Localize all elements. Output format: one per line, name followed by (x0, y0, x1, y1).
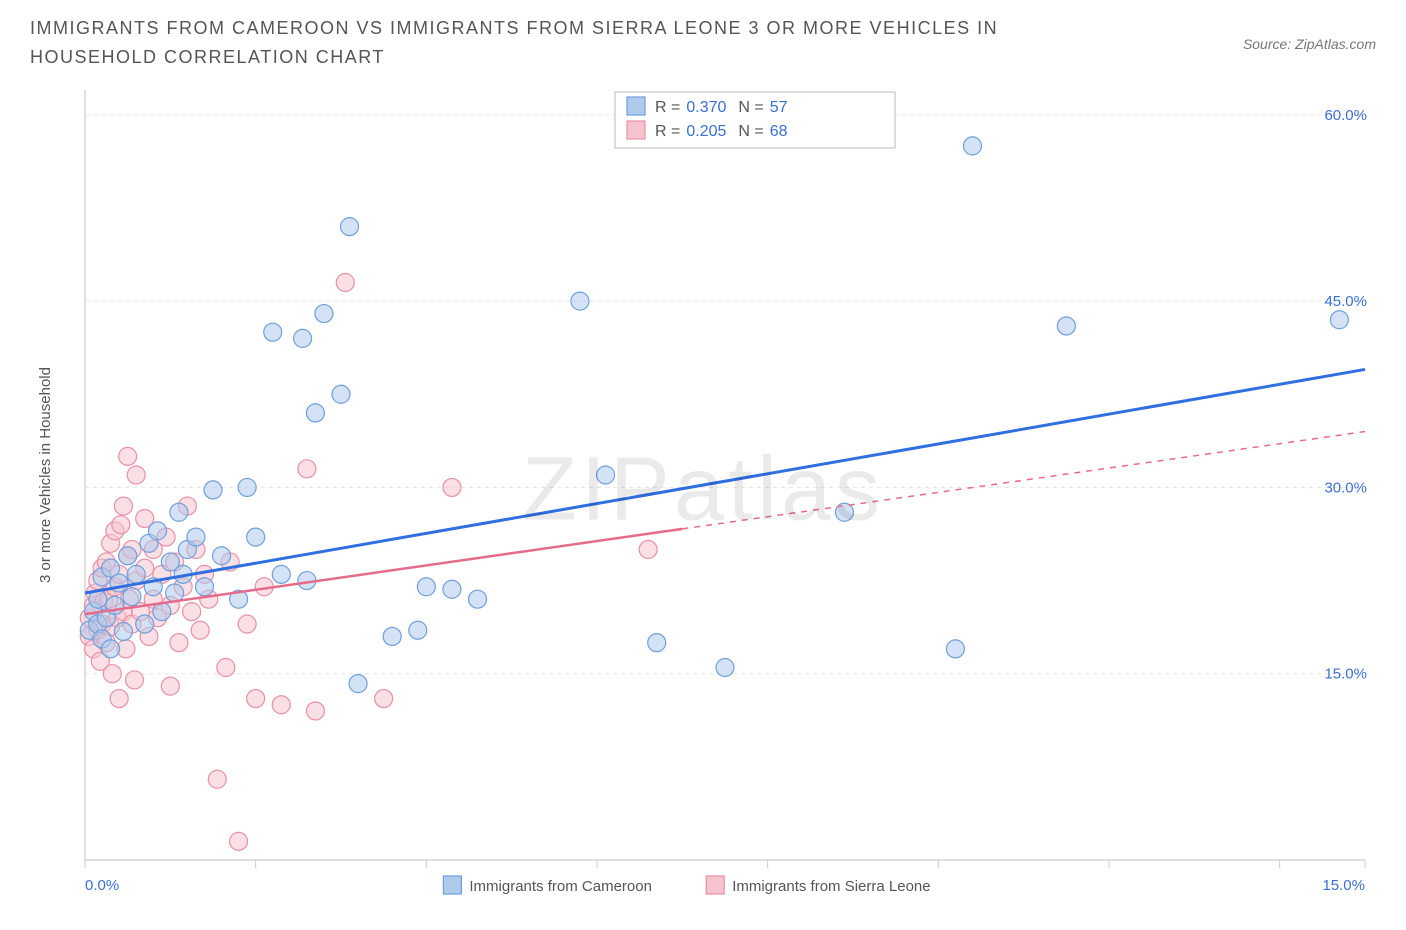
svg-text:0.0%: 0.0% (85, 877, 119, 894)
data-point-cameroon (383, 627, 401, 645)
data-point-sierra_leone (336, 273, 354, 291)
data-point-cameroon (417, 577, 435, 595)
data-point-sierra_leone (639, 540, 657, 558)
data-point-cameroon (1330, 310, 1348, 328)
data-point-cameroon (716, 658, 734, 676)
data-point-cameroon (571, 292, 589, 310)
source-attribution: Source: ZipAtlas.com (1243, 14, 1376, 52)
trend-cameroon (85, 369, 1365, 593)
data-point-cameroon (136, 615, 154, 633)
svg-text:57: 57 (770, 99, 788, 116)
data-point-sierra_leone (127, 466, 145, 484)
legend-label: Immigrants from Sierra Leone (732, 878, 930, 895)
data-point-cameroon (597, 466, 615, 484)
data-point-sierra_leone (110, 689, 128, 707)
data-point-cameroon (247, 528, 265, 546)
data-point-cameroon (315, 304, 333, 322)
data-point-sierra_leone (208, 770, 226, 788)
svg-text:15.0%: 15.0% (1324, 665, 1367, 682)
data-point-sierra_leone (114, 497, 132, 515)
data-point-sierra_leone (443, 478, 461, 496)
data-point-cameroon (187, 528, 205, 546)
legend-label: Immigrants from Cameroon (469, 878, 652, 895)
data-point-sierra_leone (306, 702, 324, 720)
data-point-cameroon (648, 633, 666, 651)
scatter-chart-svg: 15.0% 30.0% 45.0% 60.0% 0.0% 15.0% 3 or more V… (30, 80, 1376, 910)
svg-text:45.0%: 45.0% (1324, 293, 1367, 310)
svg-text:R =: R = (655, 123, 680, 140)
data-point-cameroon (409, 621, 427, 639)
data-point-sierra_leone (170, 633, 188, 651)
data-point-sierra_leone (191, 621, 209, 639)
source-prefix: Source: (1243, 36, 1295, 52)
data-point-cameroon (204, 480, 222, 498)
data-point-cameroon (443, 580, 461, 598)
data-point-cameroon (469, 590, 487, 608)
data-point-cameroon (195, 577, 213, 595)
data-point-cameroon (306, 403, 324, 421)
data-point-cameroon (153, 602, 171, 620)
data-point-sierra_leone (125, 671, 143, 689)
data-point-cameroon (332, 385, 350, 403)
data-point-sierra_leone (119, 447, 137, 465)
data-point-sierra_leone (161, 677, 179, 695)
svg-text:68: 68 (770, 123, 788, 140)
data-point-cameroon (341, 217, 359, 235)
data-point-sierra_leone (217, 658, 235, 676)
source-name: ZipAtlas.com (1295, 36, 1376, 52)
data-point-cameroon (946, 639, 964, 657)
data-point-sierra_leone (230, 832, 248, 850)
data-point-sierra_leone (298, 459, 316, 477)
svg-text:3 or more Vehicles in Househol: 3 or more Vehicles in Household (37, 367, 54, 583)
data-point-cameroon (149, 521, 167, 539)
trend-sierra_leone-ext (682, 431, 1365, 528)
data-point-cameroon (238, 478, 256, 496)
svg-text:R =: R = (655, 99, 680, 116)
data-point-cameroon (264, 323, 282, 341)
data-point-sierra_leone (112, 515, 130, 533)
data-point-cameroon (272, 565, 290, 583)
data-point-cameroon (349, 674, 367, 692)
svg-text:0.370: 0.370 (686, 99, 726, 116)
data-point-cameroon (119, 546, 137, 564)
data-point-sierra_leone (103, 664, 121, 682)
data-point-cameroon (1057, 317, 1075, 335)
data-point-sierra_leone (238, 615, 256, 633)
svg-text:15.0%: 15.0% (1322, 877, 1365, 894)
legend-swatch (443, 876, 461, 894)
data-point-sierra_leone (375, 689, 393, 707)
data-point-cameroon (294, 329, 312, 347)
chart-container: 15.0% 30.0% 45.0% 60.0% 0.0% 15.0% 3 or more V… (30, 80, 1376, 910)
svg-text:0.205: 0.205 (686, 123, 726, 140)
data-point-cameroon (963, 136, 981, 154)
data-point-sierra_leone (272, 695, 290, 713)
svg-text:N =: N = (738, 123, 763, 140)
data-point-cameroon (123, 587, 141, 605)
data-point-cameroon (213, 546, 231, 564)
data-point-cameroon (102, 639, 120, 657)
svg-text:60.0%: 60.0% (1324, 106, 1367, 123)
data-point-cameroon (127, 565, 145, 583)
svg-text:N =: N = (738, 99, 763, 116)
svg-text:30.0%: 30.0% (1324, 479, 1367, 496)
data-point-cameroon (170, 503, 188, 521)
data-point-cameroon (114, 622, 132, 640)
data-point-sierra_leone (183, 602, 201, 620)
chart-title: IMMIGRANTS FROM CAMEROON VS IMMIGRANTS F… (30, 14, 1130, 72)
legend-swatch (706, 876, 724, 894)
data-point-sierra_leone (247, 689, 265, 707)
